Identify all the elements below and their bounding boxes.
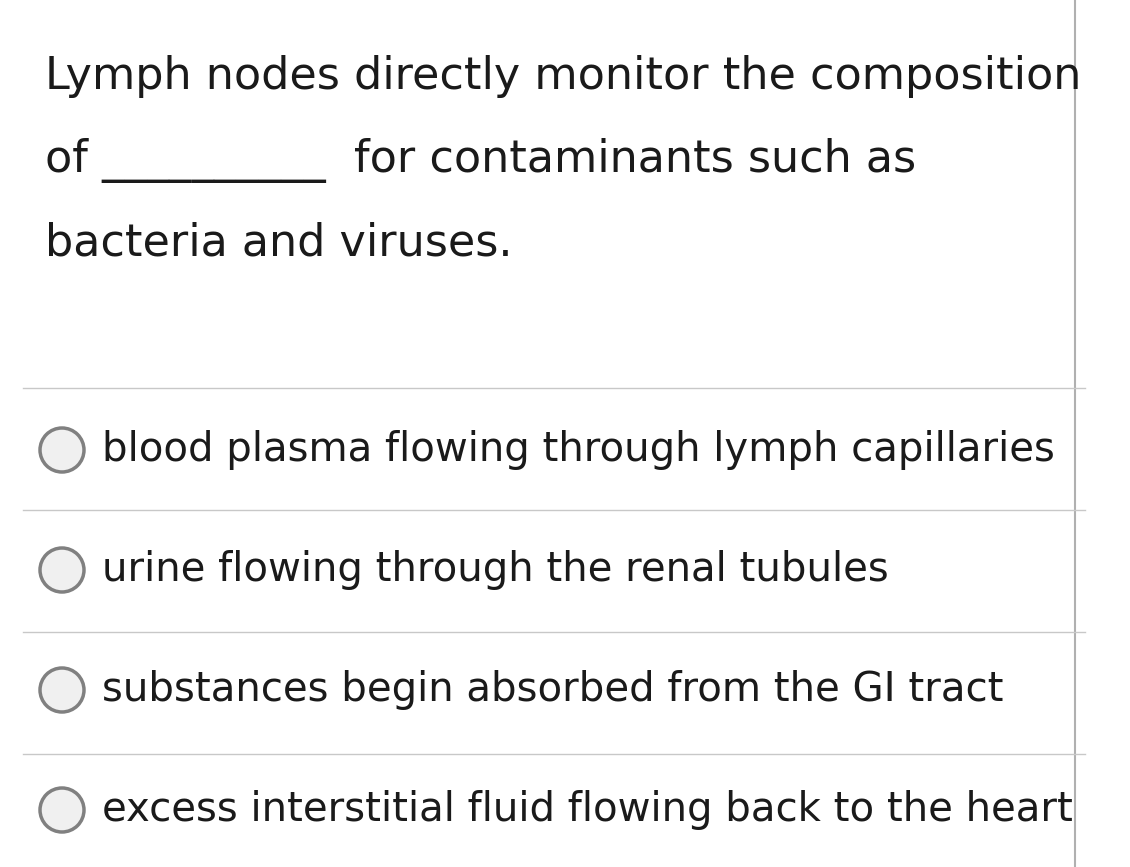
Text: Lymph nodes directly monitor the composition: Lymph nodes directly monitor the composi…	[45, 55, 1081, 98]
Text: of __________  for contaminants such as: of __________ for contaminants such as	[45, 138, 916, 183]
Ellipse shape	[40, 548, 84, 592]
Ellipse shape	[40, 428, 84, 472]
Ellipse shape	[40, 788, 84, 832]
Text: excess interstitial fluid flowing back to the heart: excess interstitial fluid flowing back t…	[102, 790, 1072, 830]
Text: substances begin absorbed from the GI tract: substances begin absorbed from the GI tr…	[102, 670, 1003, 710]
Ellipse shape	[40, 668, 84, 712]
Text: blood plasma flowing through lymph capillaries: blood plasma flowing through lymph capil…	[102, 430, 1055, 470]
Text: urine flowing through the renal tubules: urine flowing through the renal tubules	[102, 550, 889, 590]
Text: bacteria and viruses.: bacteria and viruses.	[45, 221, 513, 264]
